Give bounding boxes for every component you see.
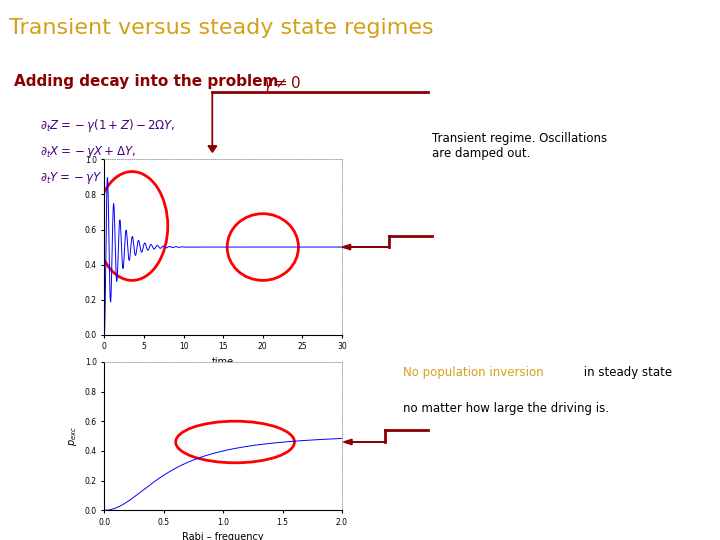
Text: Transient versus steady state regimes: Transient versus steady state regimes xyxy=(9,18,433,38)
Text: No population inversion: No population inversion xyxy=(403,366,544,379)
Y-axis label: $p_{exc}$: $p_{exc}$ xyxy=(67,426,79,446)
Text: $\partial_t X = -\gamma X + \Delta Y,$: $\partial_t X = -\gamma X + \Delta Y,$ xyxy=(40,144,135,160)
Text: Transient regime. Oscillations
are damped out.: Transient regime. Oscillations are dampe… xyxy=(432,132,607,160)
X-axis label: time: time xyxy=(212,357,234,367)
Text: Adding decay into the problem: Adding decay into the problem xyxy=(14,73,284,89)
Text: $\gamma \neq 0$: $\gamma \neq 0$ xyxy=(263,73,301,93)
X-axis label: Rabi – frequency: Rabi – frequency xyxy=(182,532,264,540)
Text: $\partial_t Y = -\gamma Y - \Delta X + 2\Omega Z.$: $\partial_t Y = -\gamma Y - \Delta X + 2… xyxy=(40,170,174,186)
Text: $\partial_t Z = -\gamma(1+Z) - 2\Omega Y,$: $\partial_t Z = -\gamma(1+Z) - 2\Omega Y… xyxy=(40,117,175,134)
Text: in steady state: in steady state xyxy=(580,366,672,379)
Text: no matter how large the driving is.: no matter how large the driving is. xyxy=(403,402,609,415)
